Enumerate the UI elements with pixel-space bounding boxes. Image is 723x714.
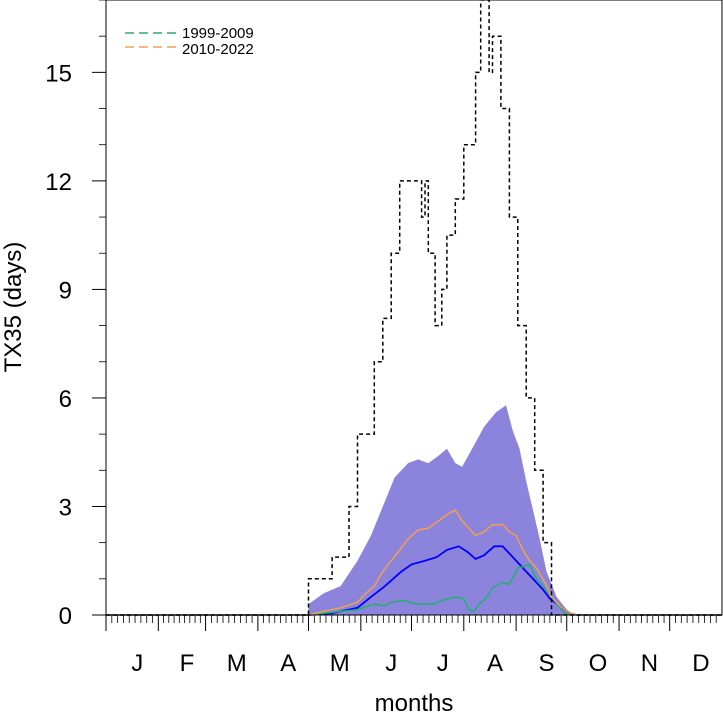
- legend: 1999-2009 2010-2022: [125, 25, 254, 58]
- series-layer: [106, 0, 722, 616]
- x-tick-label: J: [385, 650, 397, 677]
- x-tick-label: A: [487, 650, 503, 677]
- plot-frame: [105, 0, 723, 616]
- y-tick-label: 6: [59, 386, 72, 413]
- y-tick-layer: 0 3 6 9 12 15: [45, 0, 106, 630]
- y-tick-label: 3: [59, 494, 72, 521]
- spread-band-layer: [308, 405, 574, 615]
- series-line-1999-2009: [106, 563, 722, 616]
- y-tick-label: 12: [45, 169, 72, 196]
- x-axis-label: months: [375, 690, 454, 714]
- legend-label-2010-2022: 2010-2022: [182, 41, 254, 58]
- x-tick-label: D: [692, 650, 709, 677]
- x-tick-label: M: [330, 650, 350, 677]
- spread-band: [308, 405, 574, 615]
- series-line-mean: [106, 545, 722, 616]
- x-tick-label: M: [227, 650, 247, 677]
- series-line-2010-2022: [106, 509, 722, 616]
- x-tick-label: N: [641, 650, 658, 677]
- x-tick-label: J: [131, 650, 143, 677]
- y-tick-label: 9: [59, 277, 72, 304]
- y-axis-label: TX35 (days): [0, 242, 27, 373]
- x-tick-label: J: [437, 650, 449, 677]
- legend-label-1999-2009: 1999-2009: [182, 25, 254, 42]
- x-tick-label: A: [280, 650, 296, 677]
- x-tick-label: S: [538, 650, 554, 677]
- x-tick-label: F: [180, 650, 195, 677]
- y-tick-label: 15: [45, 60, 72, 87]
- y-tick-label: 0: [59, 603, 72, 630]
- x-tick-label: O: [589, 650, 608, 677]
